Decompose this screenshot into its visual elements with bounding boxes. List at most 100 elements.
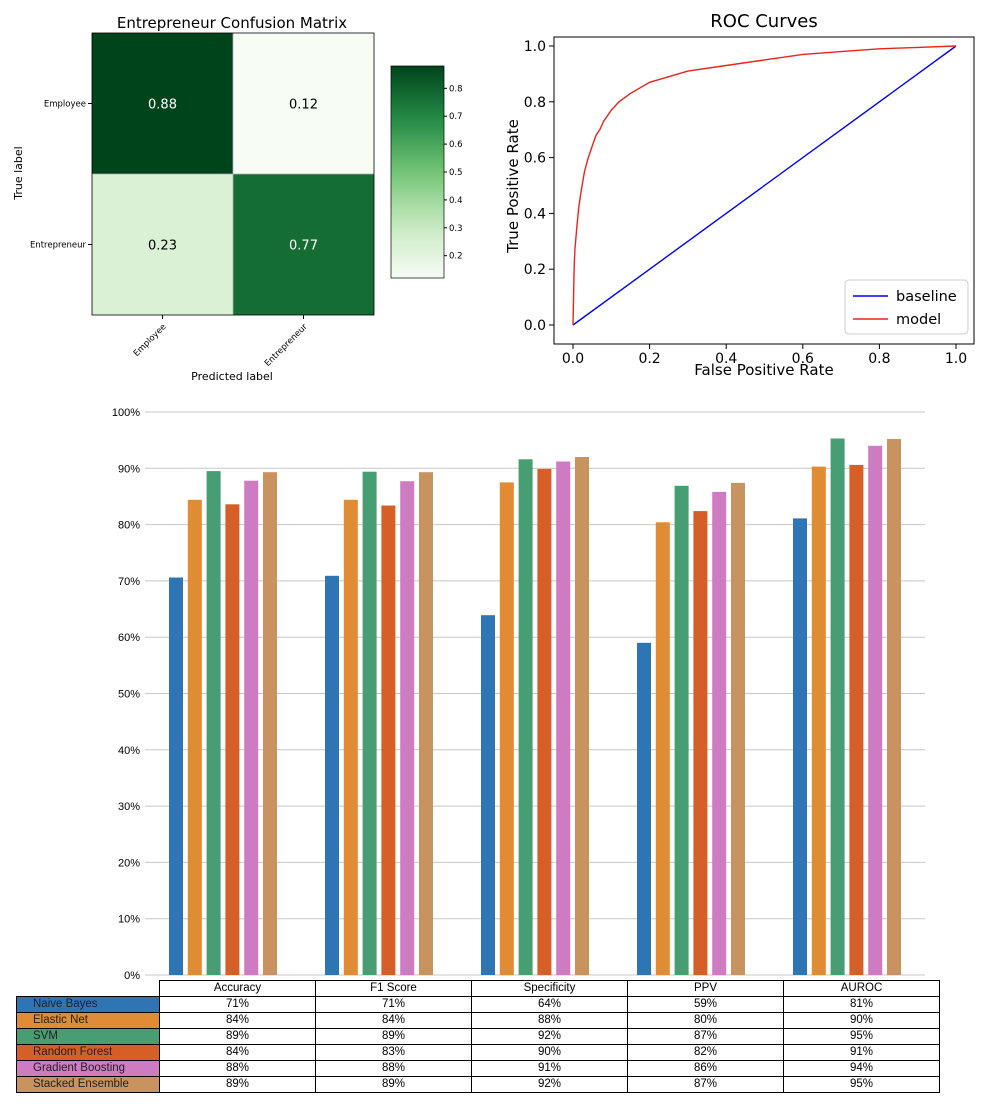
- cm-title: Entrepreneur Confusion Matrix: [117, 14, 347, 32]
- cm-ytick-label: Employee: [44, 100, 86, 110]
- bar-ytick-label: 20%: [118, 857, 140, 869]
- bar-ytick-label: 50%: [118, 689, 140, 701]
- cm-ylabel: True label: [12, 146, 25, 200]
- table-cell: 91%: [471, 1060, 628, 1077]
- bar-svm: [674, 485, 689, 975]
- table-row-label: Naive Bayes: [16, 996, 160, 1013]
- table-cell: 89%: [159, 1076, 316, 1093]
- bar-naive-bayes: [637, 642, 651, 975]
- bar-ytick-label: 100%: [112, 407, 140, 419]
- table-cell: 91%: [783, 1044, 940, 1061]
- cm-cell-label: 0.12: [289, 98, 318, 113]
- table-cell: 95%: [783, 1028, 940, 1045]
- cm-xlabel: Predicted label: [191, 370, 273, 383]
- legend-label-model: model: [896, 312, 941, 328]
- bar-svm: [830, 438, 845, 975]
- cm-cell: [92, 33, 233, 174]
- table-cell: 87%: [627, 1076, 784, 1093]
- table-header-row: Accuracy F1 Score Specificity PPV AUROC: [17, 980, 940, 997]
- bar-elastic-net: [655, 522, 670, 975]
- cm-colorbar-tick-label: 0.4: [449, 196, 463, 206]
- cm-frame: [91, 32, 375, 316]
- bar-random-forest: [849, 464, 864, 975]
- table-cell: 87%: [627, 1028, 784, 1045]
- table-row: Stacked Ensemble 89% 89% 92% 87% 95%: [16, 1076, 940, 1093]
- cm-cell: [233, 174, 374, 315]
- metrics-table: Accuracy F1 Score Specificity PPV AUROC …: [16, 980, 940, 1093]
- roc-xlabel: False Positive Rate: [694, 361, 833, 379]
- bar-ytick-label: 70%: [118, 576, 140, 588]
- roc-line-model: [572, 45, 957, 326]
- bar-elastic-net: [187, 499, 202, 975]
- cm-cell-label: 0.88: [148, 98, 177, 113]
- table-cell: 80%: [627, 1012, 784, 1029]
- roc-legend: baseline model: [844, 279, 969, 335]
- roc-legend-box: [844, 279, 969, 335]
- bar-gradient-boosting: [400, 481, 415, 975]
- roc-xtick-label: 0.6: [792, 351, 814, 367]
- confusion-matrix: Entrepreneur Confusion Matrix 0.88 0.12 0.…: [12, 14, 463, 383]
- cm-cell-label: 0.23: [148, 239, 177, 254]
- bar-svm: [518, 459, 533, 975]
- bar-ytick-label: 60%: [118, 632, 140, 644]
- table-cell: 86%: [627, 1060, 784, 1077]
- bar-gradient-boosting: [556, 461, 571, 975]
- table-cell: 88%: [159, 1060, 316, 1077]
- roc-xtick-label: 0.2: [638, 351, 660, 367]
- bar-stacked-ensemble: [263, 472, 277, 975]
- cm-colorbar-tick-label: 0.6: [449, 140, 463, 150]
- bar-ytick-label: 80%: [118, 520, 140, 532]
- roc-ytick-label: 0.0: [524, 318, 546, 334]
- bar-random-forest: [693, 511, 708, 975]
- bar-naive-bayes: [481, 615, 495, 975]
- roc-xtick-label: 0.0: [562, 351, 584, 367]
- roc-xtick-label: 0.8: [868, 351, 890, 367]
- bar-gradient-boosting: [712, 491, 727, 975]
- bar-stacked-ensemble: [731, 482, 745, 975]
- table-row: Gradient Boosting 88% 88% 91% 86% 94%: [16, 1060, 940, 1077]
- cm-colorbar-gradient: [390, 65, 445, 279]
- metrics-bar-chart: 0% 10% 20% 30% 40% 50% 60% 70% 80% 90% 100%: [112, 407, 925, 982]
- table-row-label: SVM: [16, 1028, 160, 1045]
- roc-xtick-label: 0.4: [715, 351, 737, 367]
- cm-colorbar: 0.2 0.3 0.4 0.5 0.6 0.7 0.8: [390, 65, 463, 279]
- bar-elastic-net: [499, 482, 514, 975]
- table-row: SVM 89% 89% 92% 87% 95%: [16, 1028, 940, 1045]
- table-cell: 71%: [159, 996, 316, 1013]
- bar-random-forest: [381, 505, 396, 975]
- table-header-cell: Specificity: [471, 980, 628, 997]
- roc-ytick-label: 0.4: [524, 206, 546, 222]
- roc-ytick-label: 0.2: [524, 262, 546, 278]
- cm-cell: [233, 33, 374, 174]
- table-cell: 92%: [471, 1076, 628, 1093]
- cm-colorbar-tick-label: 0.8: [449, 84, 463, 94]
- table-cell: 64%: [471, 996, 628, 1013]
- table-header-cell: F1 Score: [315, 980, 472, 997]
- bar-ytick-label: 0%: [124, 970, 140, 982]
- table-cell: 90%: [783, 1012, 940, 1029]
- table-cell: 84%: [159, 1012, 316, 1029]
- table-row: Random Forest 84% 83% 90% 82% 91%: [16, 1044, 940, 1061]
- bar-ytick-label: 40%: [118, 745, 140, 757]
- cm-cell: [92, 174, 233, 315]
- table-cell: 83%: [315, 1044, 472, 1061]
- bar-naive-bayes: [169, 577, 183, 975]
- roc-ylabel: True Positive Rate: [504, 119, 522, 254]
- bar-elastic-net: [343, 499, 358, 975]
- bar-stacked-ensemble: [419, 472, 433, 975]
- table-row-label: Elastic Net: [16, 1012, 160, 1029]
- table-cell: 84%: [159, 1044, 316, 1061]
- table-cell: 95%: [783, 1076, 940, 1093]
- cm-ytick-label: Entrepreneur: [30, 241, 87, 251]
- cm-xtick-label: Employee: [132, 322, 169, 359]
- table-cell: 89%: [315, 1028, 472, 1045]
- table-cell: 88%: [315, 1060, 472, 1077]
- table-cell: 81%: [783, 996, 940, 1013]
- table-row-label: Gradient Boosting: [16, 1060, 160, 1077]
- bar-gradient-boosting: [244, 480, 259, 975]
- bar-stacked-ensemble: [575, 457, 589, 975]
- bar-ytick-label: 30%: [118, 801, 140, 813]
- roc-xtick-label: 1.0: [945, 351, 967, 367]
- bar-naive-bayes: [325, 575, 339, 975]
- bar-ytick-label: 10%: [118, 914, 140, 926]
